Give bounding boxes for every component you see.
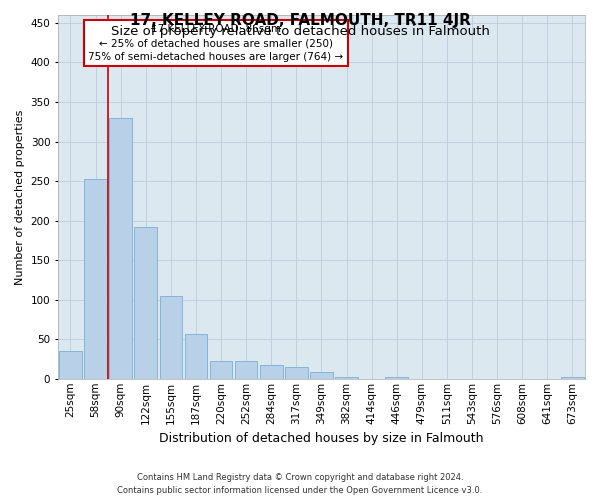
Text: 17, KELLEY ROAD, FALMOUTH, TR11 4JR: 17, KELLEY ROAD, FALMOUTH, TR11 4JR — [130, 12, 470, 28]
Bar — [134, 227, 157, 379]
Bar — [260, 366, 283, 379]
Bar — [84, 180, 107, 379]
Text: 17 KELLEY ROAD: 86sqm
← 25% of detached houses are smaller (250)
75% of semi-det: 17 KELLEY ROAD: 86sqm ← 25% of detached … — [88, 24, 344, 62]
Bar — [185, 334, 207, 379]
Bar — [385, 377, 408, 379]
Bar — [235, 362, 257, 379]
Bar — [160, 296, 182, 379]
Bar — [59, 351, 82, 379]
Bar — [285, 367, 308, 379]
Bar — [109, 118, 132, 379]
X-axis label: Distribution of detached houses by size in Falmouth: Distribution of detached houses by size … — [159, 432, 484, 445]
Bar — [210, 362, 232, 379]
Text: Contains HM Land Registry data © Crown copyright and database right 2024.
Contai: Contains HM Land Registry data © Crown c… — [118, 474, 482, 495]
Bar — [561, 377, 584, 379]
Bar — [310, 372, 333, 379]
Y-axis label: Number of detached properties: Number of detached properties — [15, 109, 25, 284]
Text: Size of property relative to detached houses in Falmouth: Size of property relative to detached ho… — [110, 25, 490, 38]
Bar — [335, 377, 358, 379]
